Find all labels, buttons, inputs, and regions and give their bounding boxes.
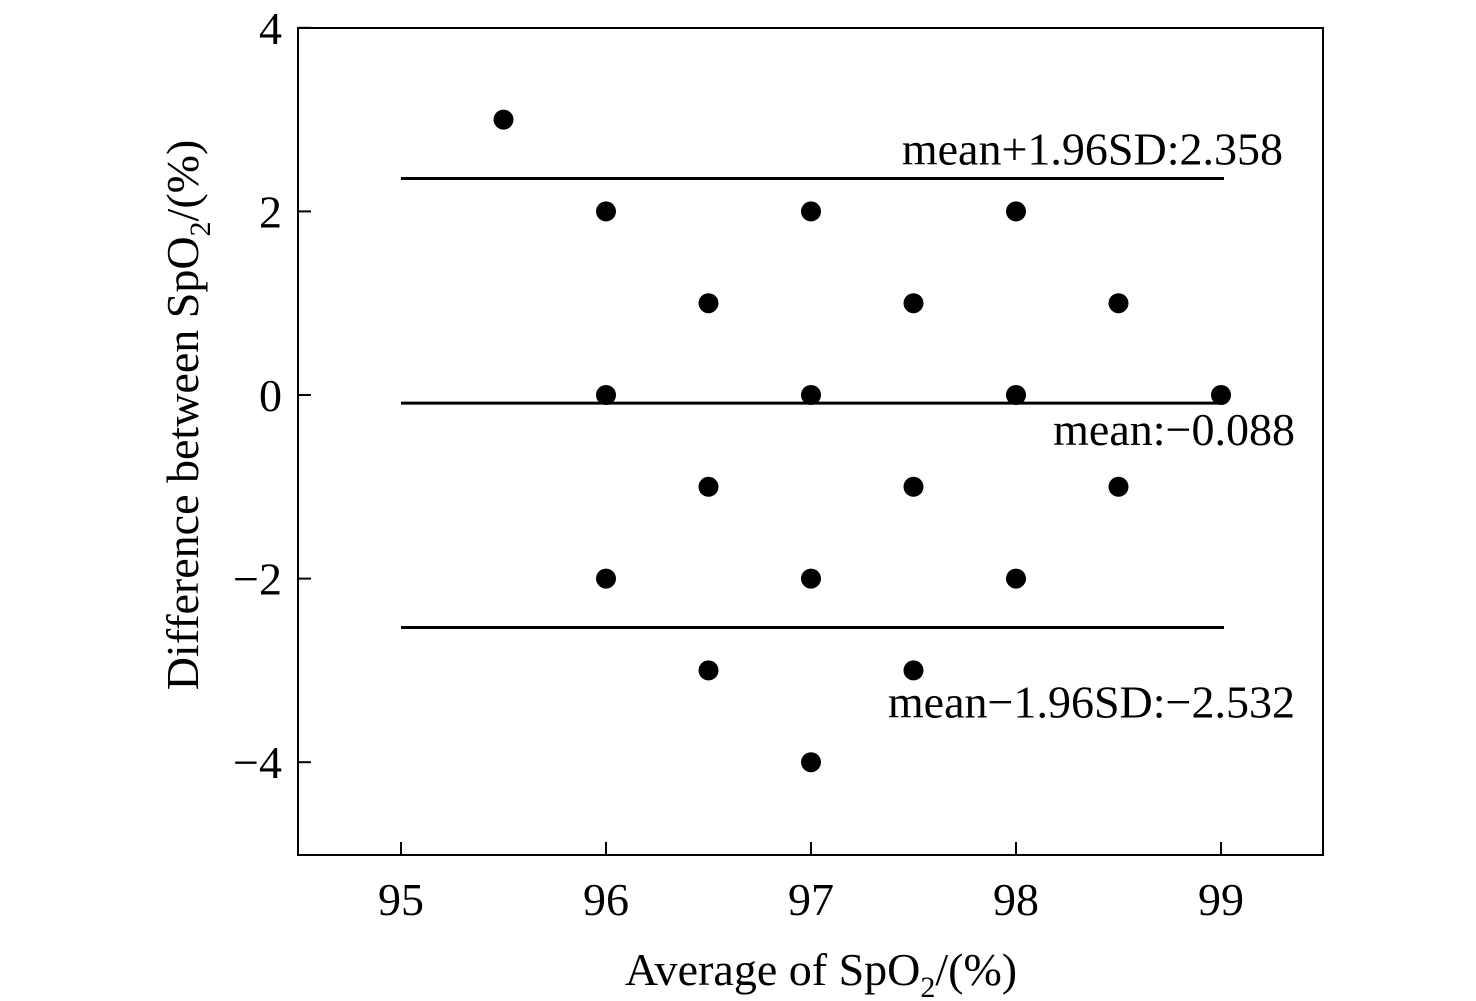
x-tick-label: 96 bbox=[583, 874, 629, 925]
data-point bbox=[1211, 385, 1231, 405]
data-point bbox=[801, 752, 821, 773]
data-point bbox=[596, 201, 616, 222]
x-axis-label: Average of SpO2/(%) bbox=[625, 944, 1017, 1001]
data-point bbox=[801, 568, 821, 589]
reference-line-label: mean:−0.088 bbox=[1053, 404, 1295, 455]
x-axis-ticks: 95 96 97 98 99 bbox=[378, 842, 1244, 925]
data-point bbox=[1006, 201, 1026, 222]
data-point bbox=[1006, 385, 1026, 405]
y-axis-label-subscript: 2 bbox=[184, 221, 217, 236]
data-point bbox=[698, 476, 719, 497]
data-point bbox=[698, 660, 719, 681]
data-point bbox=[698, 293, 719, 314]
y-axis-label-suffix: /(%) bbox=[157, 140, 208, 222]
reference-line-label: mean+1.96SD:2.358 bbox=[902, 124, 1283, 175]
data-point bbox=[903, 476, 924, 497]
x-axis-label-prefix: Average of SpO bbox=[625, 944, 921, 995]
data-points bbox=[493, 109, 1231, 773]
y-tick-label: 0 bbox=[259, 370, 282, 421]
data-point bbox=[903, 293, 924, 314]
y-tick-label: −4 bbox=[233, 737, 282, 788]
data-point bbox=[903, 660, 924, 681]
y-axis-ticks: 4 2 0 −2 −4 bbox=[233, 3, 311, 788]
y-tick-label: 2 bbox=[259, 186, 282, 237]
data-point bbox=[801, 201, 821, 222]
reference-lines: mean+1.96SD:2.358 mean:−0.088 mean−1.96SD:… bbox=[401, 124, 1295, 727]
data-point bbox=[596, 568, 616, 589]
x-tick-label: 98 bbox=[993, 874, 1039, 925]
data-point bbox=[493, 109, 514, 130]
x-axis-label-subscript: 2 bbox=[920, 971, 935, 1001]
x-tick-label: 95 bbox=[378, 874, 424, 925]
y-tick-label: 4 bbox=[259, 3, 282, 54]
data-point bbox=[1006, 568, 1026, 589]
y-tick-label: −2 bbox=[233, 554, 282, 605]
x-tick-label: 97 bbox=[788, 874, 834, 925]
y-axis-label: Difference between SpO2/(%) bbox=[157, 140, 217, 691]
x-axis-label-suffix: /(%) bbox=[935, 944, 1017, 995]
y-axis-label-prefix: Difference between SpO bbox=[157, 236, 208, 690]
data-point bbox=[1108, 293, 1129, 314]
x-tick-label: 99 bbox=[1198, 874, 1244, 925]
data-point bbox=[801, 385, 821, 405]
data-point bbox=[1108, 476, 1129, 497]
data-point bbox=[596, 385, 616, 405]
reference-line-label: mean−1.96SD:−2.532 bbox=[888, 676, 1295, 727]
